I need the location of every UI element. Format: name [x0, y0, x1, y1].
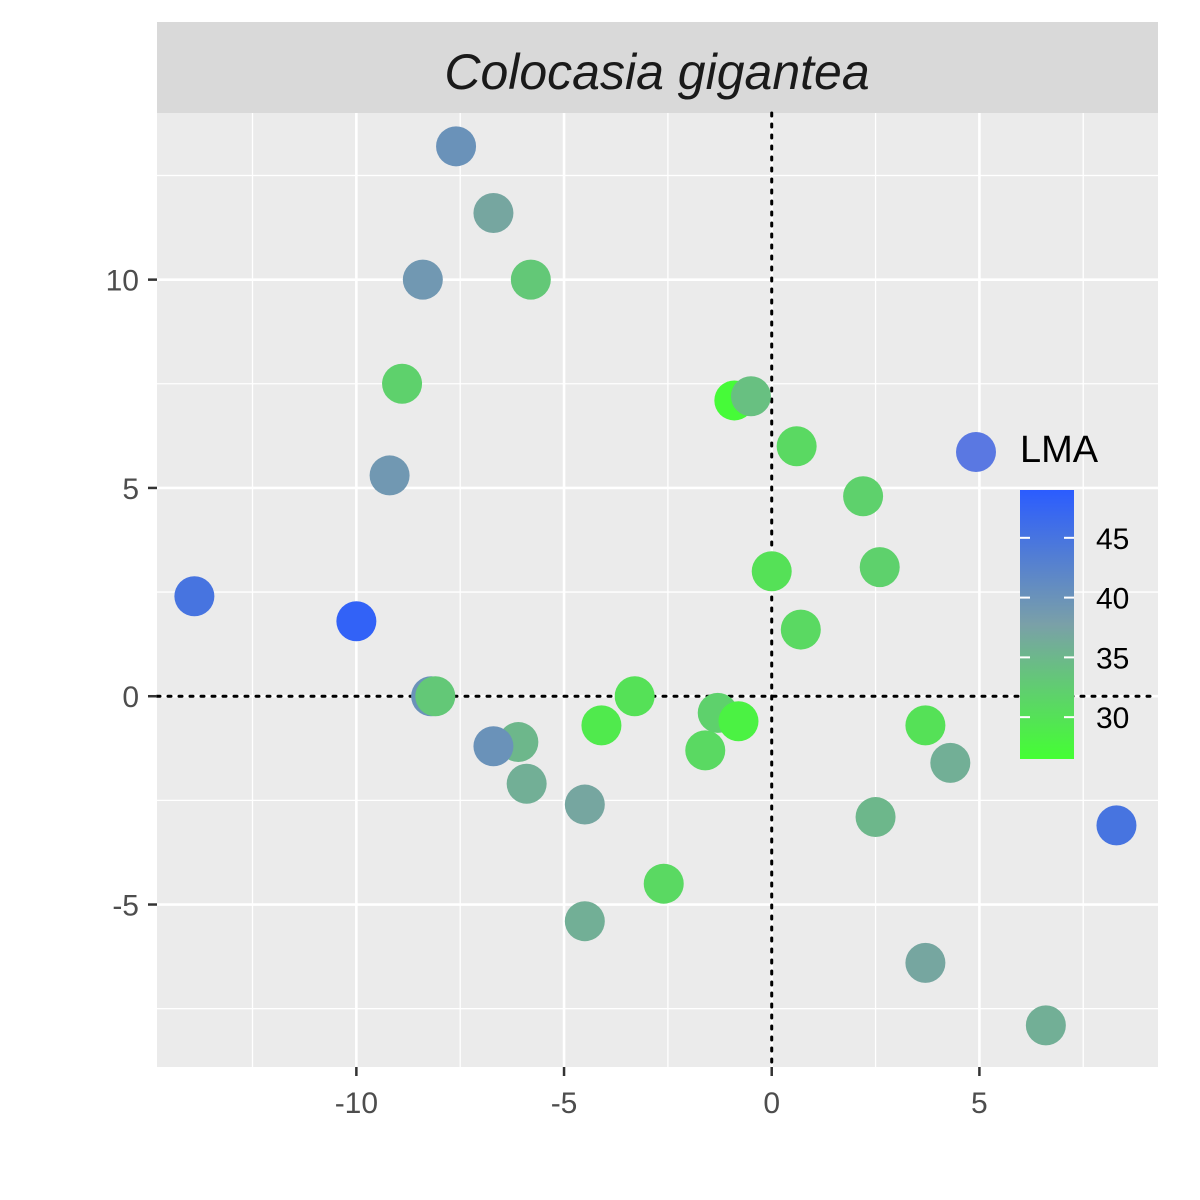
data-point	[369, 455, 410, 496]
legend-tick-label: 40	[1096, 583, 1129, 616]
legend-colorbar	[1020, 490, 1074, 759]
data-point	[643, 863, 684, 904]
data-point	[614, 676, 655, 717]
x-tick-label: 5	[971, 1087, 988, 1120]
data-point	[843, 476, 884, 517]
minor-gridlines	[157, 113, 1158, 1067]
legend-key-point	[956, 432, 996, 472]
data-point	[751, 551, 792, 592]
y-tick-label: 10	[106, 265, 139, 298]
data-point	[855, 797, 896, 838]
legend-tick-label: 45	[1096, 523, 1129, 556]
data-point	[564, 784, 605, 825]
data-point	[473, 192, 514, 233]
data-point	[510, 259, 551, 300]
y-tick-label: -5	[112, 890, 139, 923]
legend-tick-label: 35	[1096, 642, 1129, 675]
data-point	[780, 609, 821, 650]
y-tick-label: 0	[122, 681, 139, 714]
x-axis: -10 -5 0 5	[335, 1067, 988, 1120]
data-point	[1025, 1005, 1066, 1046]
y-axis: -5 0 5 10	[106, 265, 157, 923]
data-point	[402, 259, 443, 300]
data-point	[473, 726, 514, 767]
data-point	[930, 742, 971, 783]
x-tick-label: -10	[335, 1087, 378, 1120]
color-legend: LMA 30 35 40 45	[956, 429, 1129, 759]
data-point	[382, 363, 423, 404]
data-point	[436, 126, 477, 167]
data-point	[718, 701, 759, 742]
legend-ticks: 30 35 40 45	[1020, 523, 1129, 735]
y-tick-label: 5	[122, 473, 139, 506]
legend-title: LMA	[1020, 429, 1099, 471]
data-points	[174, 126, 1137, 1046]
facet-strip	[157, 22, 1158, 113]
legend-tick-label: 30	[1096, 702, 1129, 735]
data-point	[859, 547, 900, 588]
data-point	[685, 730, 726, 771]
data-point	[506, 763, 547, 804]
data-point	[905, 705, 946, 746]
data-point	[776, 426, 817, 467]
data-point	[905, 942, 946, 983]
plot-panel	[157, 113, 1158, 1067]
data-point	[730, 376, 771, 417]
x-tick-label: -5	[551, 1087, 578, 1120]
data-point	[581, 705, 622, 746]
data-point	[174, 576, 215, 617]
data-point	[415, 676, 456, 717]
x-tick-label: 0	[763, 1087, 780, 1120]
data-point	[564, 901, 605, 942]
data-point	[336, 601, 377, 642]
facet-strip-title: Colocasia gigantea	[444, 44, 869, 100]
data-point	[1096, 805, 1137, 846]
